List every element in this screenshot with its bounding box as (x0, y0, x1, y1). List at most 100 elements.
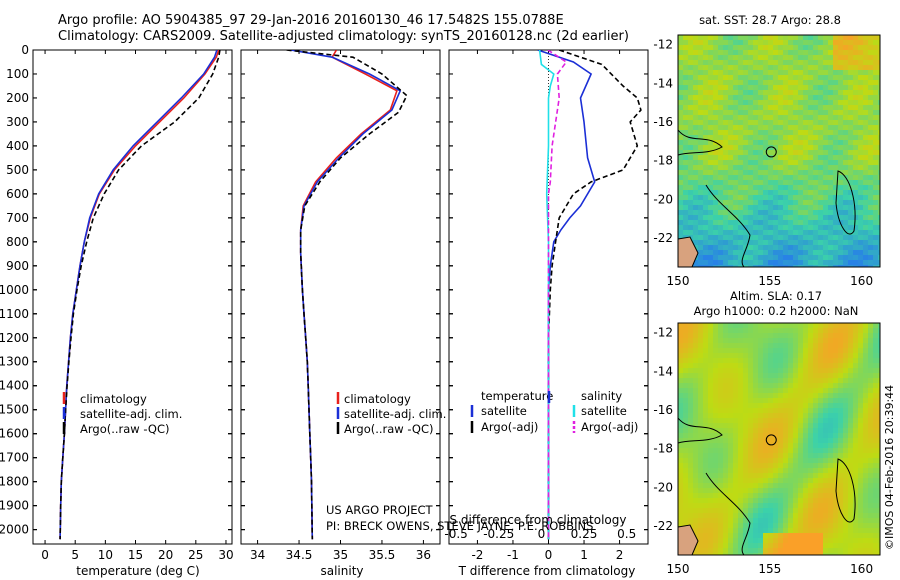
heatmap-cell (853, 433, 858, 438)
heatmap-cell (878, 503, 880, 508)
heatmap-cell (773, 548, 778, 553)
heatmap-cell (748, 85, 753, 90)
heatmap-cell (713, 393, 718, 398)
heatmap-cell (713, 528, 718, 533)
heatmap-cell (713, 348, 718, 353)
heatmap-cell (853, 343, 858, 348)
heatmap-cell (783, 110, 788, 115)
heatmap-cell (763, 373, 768, 378)
heatmap-cell (693, 180, 698, 185)
heatmap-cell (808, 343, 813, 348)
heatmap-cell (848, 40, 853, 45)
heatmap-cell (843, 200, 848, 205)
heatmap-cell (873, 180, 878, 185)
heatmap-cell (678, 328, 683, 333)
heatmap-cell (698, 250, 703, 255)
heatmap-cell (808, 403, 813, 408)
heatmap-cell (758, 338, 763, 343)
heatmap-cell (743, 528, 748, 533)
heatmap-cell (713, 240, 718, 245)
heatmap-cell (868, 95, 873, 100)
heatmap-cell (788, 50, 793, 55)
heatmap-cell (803, 230, 808, 235)
heatmap-cell (743, 75, 748, 80)
heatmap-cell (738, 35, 743, 40)
heatmap-cell (788, 543, 793, 548)
heatmap-cell (878, 488, 880, 493)
heatmap-cell (848, 423, 853, 428)
heatmap-cell (788, 120, 793, 125)
heatmap-cell (738, 358, 743, 363)
heatmap-cell (683, 458, 688, 463)
heatmap-cell (683, 343, 688, 348)
heatmap-cell (758, 373, 763, 378)
heatmap-cell (708, 210, 713, 215)
heatmap-cell (813, 368, 818, 373)
heatmap-cell (708, 413, 713, 418)
heatmap-cell (683, 403, 688, 408)
heatmap-cell (718, 55, 723, 60)
heatmap-cell (863, 200, 868, 205)
heatmap-cell (833, 498, 838, 503)
heatmap-cell (773, 518, 778, 523)
heatmap-cell (728, 423, 733, 428)
heatmap-cell (778, 543, 783, 548)
heatmap-cell (718, 423, 723, 428)
heatmap-cell (768, 210, 773, 215)
heatmap-cell (838, 165, 843, 170)
heatmap-cell (838, 45, 843, 50)
heatmap-cell (838, 328, 843, 333)
heatmap-cell (733, 473, 738, 478)
heatmap-cell (733, 538, 738, 543)
heatmap-cell (878, 378, 880, 383)
heatmap-cell (708, 145, 713, 150)
heatmap-cell (823, 205, 828, 210)
heatmap-cell (803, 220, 808, 225)
heatmap-cell (683, 195, 688, 200)
heatmap-cell (793, 393, 798, 398)
heatmap-cell (868, 523, 873, 528)
heatmap-cell (728, 195, 733, 200)
heatmap-cell (808, 55, 813, 60)
heatmap-cell (748, 388, 753, 393)
heatmap-cell (843, 135, 848, 140)
heatmap-cell (858, 553, 863, 555)
heatmap-cell (793, 165, 798, 170)
heatmap-cell (723, 200, 728, 205)
heatmap-cell (783, 250, 788, 255)
heatmap-cell (768, 473, 773, 478)
heatmap-cell (808, 185, 813, 190)
heatmap-cell (708, 120, 713, 125)
heatmap-cell (793, 255, 798, 260)
heatmap-cell (798, 413, 803, 418)
heatmap-cell (743, 443, 748, 448)
heatmap-cell (858, 368, 863, 373)
heatmap-cell (818, 393, 823, 398)
heatmap-cell (853, 220, 858, 225)
heatmap-cell (683, 438, 688, 443)
heatmap-cell (718, 115, 723, 120)
heatmap-cell (848, 348, 853, 353)
heatmap-cell (703, 140, 708, 145)
heatmap-cell (703, 413, 708, 418)
heatmap-cell (748, 553, 753, 555)
heatmap-cell (828, 180, 833, 185)
heatmap-cell (768, 508, 773, 513)
heatmap-cell (818, 120, 823, 125)
heatmap-cell (678, 523, 683, 528)
heatmap-cell (743, 493, 748, 498)
heatmap-cell (708, 100, 713, 105)
heatmap-cell (763, 185, 768, 190)
heatmap-cell (718, 378, 723, 383)
heatmap-cell (693, 110, 698, 115)
heatmap-cell (728, 458, 733, 463)
heatmap-cell (713, 388, 718, 393)
heatmap-cell (833, 175, 838, 180)
heatmap-cell (703, 338, 708, 343)
heatmap-cell (863, 328, 868, 333)
heatmap-cell (708, 373, 713, 378)
heatmap-cell (713, 413, 718, 418)
heatmap-cell (853, 170, 858, 175)
heatmap-cell (773, 110, 778, 115)
heatmap-cell (698, 513, 703, 518)
